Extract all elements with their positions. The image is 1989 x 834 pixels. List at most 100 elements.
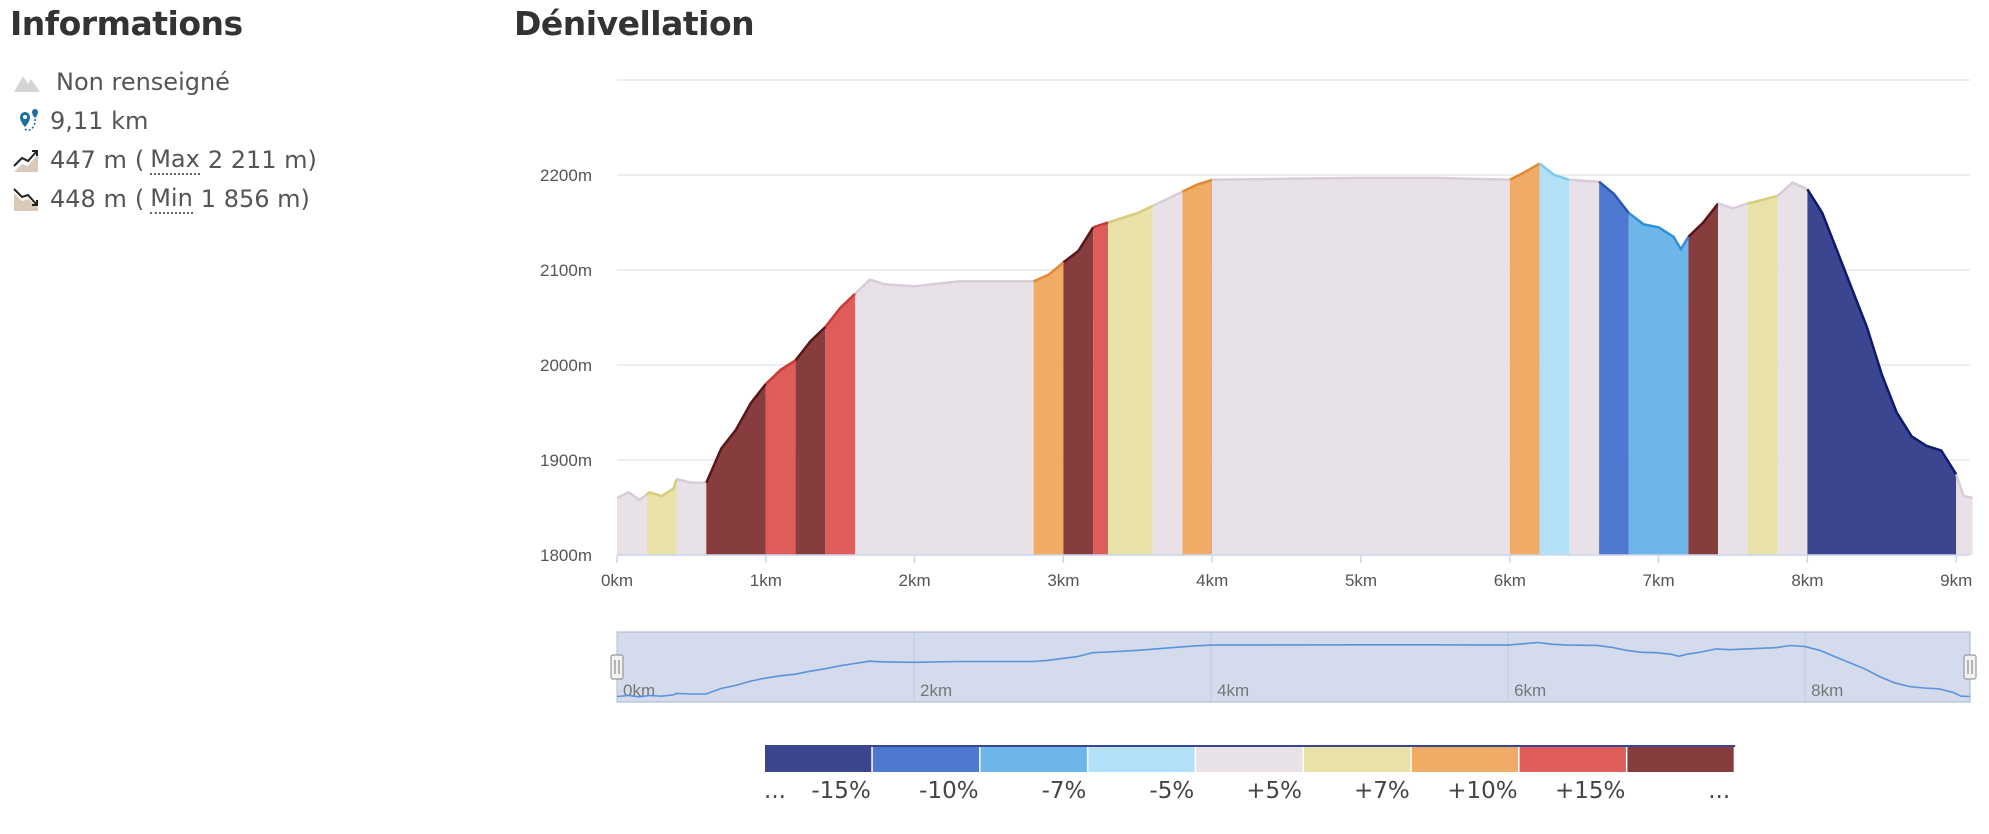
y-tick-label: 1800m bbox=[540, 546, 592, 565]
x-tick-label: 1km bbox=[750, 571, 782, 590]
profile-line bbox=[1152, 190, 1183, 208]
slope-area bbox=[765, 360, 796, 555]
slope-area bbox=[855, 279, 1034, 555]
y-tick-label: 1900m bbox=[540, 451, 592, 470]
x-tick-label: 3km bbox=[1047, 571, 1079, 590]
navigator-background bbox=[616, 631, 1971, 703]
slope-area bbox=[1093, 222, 1109, 555]
profile-line bbox=[794, 326, 827, 362]
profile-line bbox=[1033, 261, 1065, 283]
legend-swatch bbox=[980, 746, 1087, 772]
y-tick-label: 2200m bbox=[540, 166, 592, 185]
x-tick-label: 9km bbox=[1940, 571, 1972, 590]
navigator-left-handle[interactable] bbox=[610, 654, 624, 680]
slope-area bbox=[825, 293, 856, 555]
slope-area bbox=[1747, 195, 1778, 555]
slope-area bbox=[1539, 163, 1570, 555]
profile-line bbox=[1776, 181, 1808, 197]
x-tick-label: 0km bbox=[601, 571, 633, 590]
descent-min-value: 1 856 m bbox=[200, 184, 301, 213]
distance-value: 9,11 km bbox=[50, 106, 149, 135]
slope-area bbox=[1182, 179, 1213, 556]
x-tick-label: 2km bbox=[899, 571, 931, 590]
profile-line bbox=[1107, 204, 1154, 224]
legend-swatch bbox=[1088, 746, 1195, 772]
navigator-right-handle[interactable] bbox=[1963, 654, 1977, 680]
profile-line bbox=[1538, 162, 1570, 181]
profile-line bbox=[646, 478, 678, 498]
ascent-close-paren: ) bbox=[307, 145, 317, 174]
profile-line bbox=[1092, 221, 1109, 229]
legend-swatch bbox=[1627, 746, 1734, 772]
slope-area bbox=[676, 479, 707, 555]
info-distance: 9,11 km bbox=[12, 101, 317, 140]
ascent-max-label: Max bbox=[150, 144, 200, 175]
range-navigator[interactable]: 0km 2km 4km 6km 8km bbox=[610, 631, 1977, 703]
legend-label: -5% bbox=[1149, 778, 1194, 804]
profile-line bbox=[824, 292, 856, 328]
y-tick-label: 2000m bbox=[540, 356, 592, 375]
slope-area bbox=[1509, 163, 1540, 555]
legend-label: +5% bbox=[1246, 778, 1302, 804]
info-ascent: 447 m ( Max 2 211 m ) bbox=[12, 140, 317, 179]
slope-area bbox=[1688, 203, 1719, 555]
legend-label: ... bbox=[764, 778, 786, 804]
navigator-profile-line bbox=[616, 641, 1971, 698]
profile-line bbox=[1181, 178, 1213, 193]
navigator-tick-label: 8km bbox=[1811, 681, 1843, 700]
legend-label: +7% bbox=[1354, 778, 1410, 804]
x-tick-label: 8km bbox=[1791, 571, 1823, 590]
descent-icon bbox=[13, 187, 38, 211]
slope-area bbox=[1628, 213, 1689, 555]
profile-line bbox=[854, 278, 1034, 295]
legend-label: -15% bbox=[811, 778, 870, 804]
slope-area bbox=[1033, 262, 1064, 555]
profile-line bbox=[764, 359, 797, 385]
profile-line bbox=[1806, 188, 1958, 475]
legend-swatch bbox=[1519, 746, 1626, 772]
slope-area bbox=[1152, 191, 1183, 555]
profile-line bbox=[616, 490, 648, 502]
profile-line bbox=[1955, 473, 1973, 500]
info-list: Non renseigné 9,11 km 447 m ( Max 2 211 … bbox=[12, 62, 317, 218]
slope-area bbox=[1718, 203, 1748, 555]
slope-area bbox=[1599, 181, 1629, 555]
ascent-value: 447 m bbox=[50, 145, 127, 174]
descent-value: 448 m bbox=[50, 184, 127, 213]
descent-open-paren: ( bbox=[134, 184, 145, 213]
slope-area bbox=[1063, 227, 1094, 556]
descent-min-label: Min bbox=[150, 183, 193, 214]
x-tick-label: 4km bbox=[1196, 571, 1228, 590]
ascent-icon bbox=[13, 149, 38, 172]
legend-label: -10% bbox=[919, 778, 978, 804]
legend-label: -7% bbox=[1042, 778, 1087, 804]
navigator-tick-label: 6km bbox=[1514, 681, 1546, 700]
profile-line bbox=[1717, 202, 1749, 210]
x-tick-label: 6km bbox=[1494, 571, 1526, 590]
difficulty-value: Non renseigné bbox=[56, 67, 230, 96]
x-tick-label: 5km bbox=[1345, 571, 1377, 590]
slope-area bbox=[706, 384, 766, 555]
slope-area bbox=[1807, 189, 1957, 556]
profile-line bbox=[1628, 212, 1690, 252]
informations-title: Informations bbox=[10, 4, 243, 43]
legend-swatch bbox=[765, 746, 872, 772]
profile-line bbox=[1062, 226, 1095, 264]
profile-line bbox=[676, 477, 707, 485]
info-descent: 448 m ( Min 1 856 m ) bbox=[12, 179, 317, 218]
navigator-tick-label: 2km bbox=[920, 681, 952, 700]
ascent-max-value: 2 211 m bbox=[207, 145, 308, 174]
legend-label: ... bbox=[1708, 778, 1730, 804]
x-tick-label: 7km bbox=[1643, 571, 1675, 590]
legend-swatch bbox=[872, 746, 980, 772]
slope-area bbox=[1777, 182, 1808, 555]
legend-label: +10% bbox=[1447, 778, 1517, 804]
profile-line bbox=[1598, 180, 1630, 214]
descent-close-paren: ) bbox=[300, 184, 310, 213]
slope-area bbox=[1956, 474, 1973, 555]
legend-label: +15% bbox=[1555, 778, 1625, 804]
slope-area bbox=[795, 327, 826, 555]
slope-legend: ... -15% -10% -7% -5% +5% +7% +10% +15%... bbox=[764, 745, 1736, 804]
y-tick-label: 2100m bbox=[540, 261, 592, 280]
